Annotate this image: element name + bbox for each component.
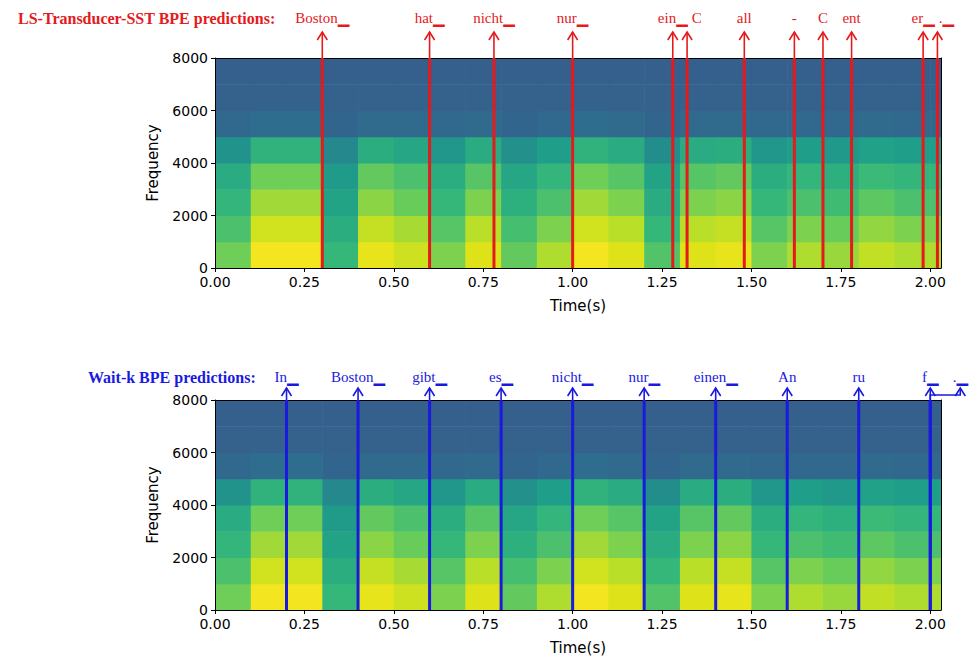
svg-text:0.00: 0.00 [199,616,230,632]
svg-text:Time(s): Time(s) [549,639,606,657]
svg-text:1.25: 1.25 [646,274,677,290]
svg-text:gibt▁: gibt▁ [412,369,447,386]
svg-text:.▁: .▁ [939,10,955,27]
svg-text:1.75: 1.75 [825,274,856,290]
svg-text:C: C [692,10,702,26]
svg-text:0: 0 [199,260,208,276]
svg-text:nicht▁: nicht▁ [473,10,515,27]
svg-text:4000: 4000 [172,155,208,171]
svg-text:6000: 6000 [172,103,208,119]
svg-text:0.50: 0.50 [378,616,409,632]
svg-text:er▁: er▁ [912,10,936,27]
svg-text:einen▁: einen▁ [694,369,738,386]
svg-text:f▁: f▁ [922,369,939,386]
svg-text:ein▁: ein▁ [658,10,688,27]
svg-text:0: 0 [199,602,208,618]
svg-text:0.50: 0.50 [378,274,409,290]
svg-text:nicht▁: nicht▁ [552,369,594,386]
svg-text:1.50: 1.50 [736,616,767,632]
svg-text:2000: 2000 [172,208,208,224]
svg-text:all: all [737,10,752,26]
svg-text:0.25: 0.25 [289,616,320,632]
svg-text:LS-Transducer-SST BPE predicti: LS-Transducer-SST BPE predictions: [18,10,275,28]
svg-text:1.00: 1.00 [557,616,588,632]
svg-text:Time(s): Time(s) [549,297,606,315]
svg-text:In▁: In▁ [275,369,299,386]
svg-text:1.00: 1.00 [557,274,588,290]
svg-text:0.25: 0.25 [289,274,320,290]
svg-text:Frequency: Frequency [144,124,162,202]
svg-text:es▁: es▁ [489,369,513,386]
svg-text:0.75: 0.75 [468,616,499,632]
svg-text:0.00: 0.00 [199,274,230,290]
svg-text:2000: 2000 [172,550,208,566]
svg-text:1.25: 1.25 [646,616,677,632]
svg-text:nur▁: nur▁ [557,10,589,27]
svg-text:C: C [818,10,828,26]
svg-text:An: An [778,369,797,385]
svg-text:Wait-k BPE predictions:: Wait-k BPE predictions: [88,369,256,387]
svg-text:1.50: 1.50 [736,274,767,290]
svg-text:2.00: 2.00 [915,616,946,632]
svg-text:0.75: 0.75 [468,274,499,290]
svg-text:ent: ent [842,10,861,26]
svg-text:4000: 4000 [172,497,208,513]
svg-text:Frequency: Frequency [144,466,162,544]
svg-text:2.00: 2.00 [915,274,946,290]
svg-text:Boston▁: Boston▁ [331,369,386,386]
svg-text:Boston▁: Boston▁ [295,10,350,27]
svg-text:nur▁: nur▁ [628,369,660,386]
svg-text:8000: 8000 [172,50,208,66]
svg-text:ru: ru [852,369,865,385]
svg-text:1.75: 1.75 [825,616,856,632]
svg-text:6000: 6000 [172,445,208,461]
svg-text:8000: 8000 [172,392,208,408]
svg-text:hat▁: hat▁ [415,10,445,27]
svg-text:.▁: .▁ [953,369,969,386]
svg-text:-: - [792,10,797,26]
